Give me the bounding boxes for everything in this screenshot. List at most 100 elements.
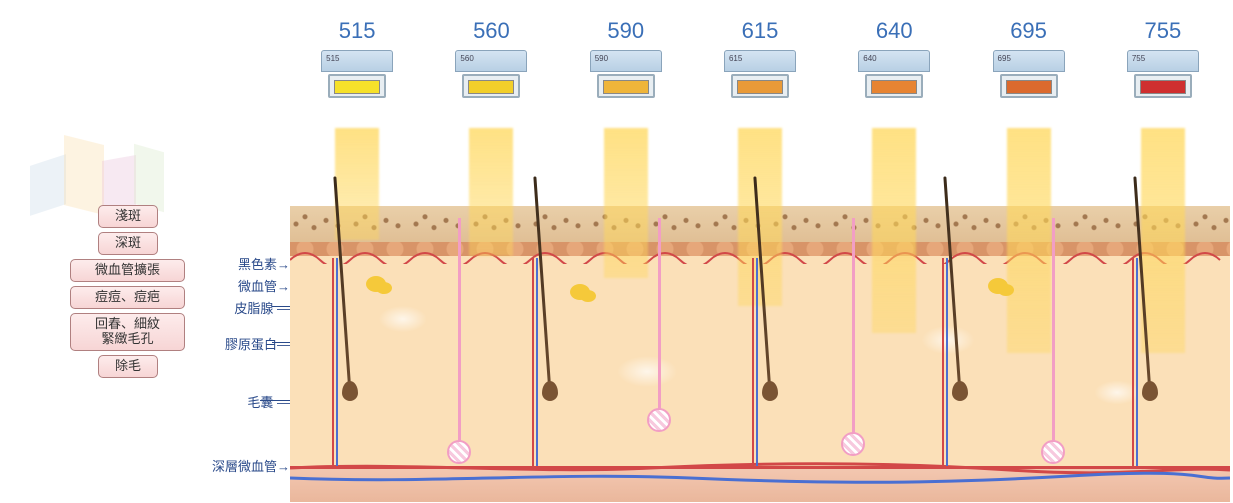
device-top (455, 50, 527, 72)
arrow-icon: → (277, 279, 290, 294)
artery (942, 258, 944, 466)
device-top (1127, 50, 1199, 72)
label-follicle: 毛囊 — (247, 392, 290, 411)
wavelength-filter-560: 560 (424, 18, 558, 128)
filter-device-icon (855, 50, 933, 98)
device-top (590, 50, 662, 72)
light-beam-755 (1141, 128, 1185, 353)
filter-device-icon (452, 50, 530, 98)
pink-follicle-bulb (647, 408, 671, 432)
vein (536, 258, 538, 466)
artery (1132, 258, 1134, 466)
deep-vessels (290, 460, 1230, 486)
arrow-icon: → (277, 257, 290, 272)
legend-item-rejuvenation: 回春、細紋 緊緻毛孔 (70, 313, 185, 351)
light-beam-695 (1007, 128, 1051, 353)
wavelength-label: 615 (742, 18, 779, 44)
filter-device-icon (1124, 50, 1202, 98)
filter-chip (737, 80, 783, 94)
light-beam-515 (335, 128, 379, 240)
wavelength-filter-590: 590 (559, 18, 693, 128)
wavelength-filters-row: 515 560 590 615 640 695 755 (290, 18, 1230, 128)
wavelength-label: 640 (876, 18, 913, 44)
sebaceous-gland (570, 284, 590, 300)
pink-follicle-stem (1052, 218, 1055, 448)
vein (946, 258, 948, 466)
pink-follicle-bulb (447, 440, 471, 464)
follicle-vessels (332, 258, 338, 466)
sebaceous-gland (366, 276, 386, 292)
label-text: 微血管 (238, 279, 277, 294)
light-beam-640 (872, 128, 916, 333)
label-text: 皮脂腺 (234, 301, 273, 316)
wavelength-label: 695 (1010, 18, 1047, 44)
hair-bulb (342, 381, 358, 401)
device-bottom (597, 74, 655, 98)
skin-diagram: 515 560 590 615 640 695 755 (290, 0, 1230, 503)
pink-follicle-stem (658, 218, 661, 416)
label-text: 黑色素 (238, 257, 277, 272)
wavelength-label: 590 (607, 18, 644, 44)
device-bottom (1134, 74, 1192, 98)
filter-device-icon (318, 50, 396, 98)
decor-shape (30, 154, 66, 216)
label-melanin: 黑色素→ (238, 254, 290, 273)
light-beam-590 (604, 128, 648, 278)
wavelength-filter-615: 615 (693, 18, 827, 128)
decor-shape (134, 144, 164, 213)
wavelength-label: 560 (473, 18, 510, 44)
light-beam-560 (469, 128, 513, 256)
follicle-vessels (532, 258, 538, 466)
device-bottom (731, 74, 789, 98)
artery (752, 258, 754, 466)
filter-device-icon (721, 50, 799, 98)
legend-item-light-spots: 淺斑 (98, 205, 158, 228)
pink-follicle-stem (852, 218, 855, 440)
filter-chip (603, 80, 649, 94)
label-collagen: 膠原蛋白— (225, 334, 290, 353)
decor-shape (64, 135, 104, 215)
filter-chip (1140, 80, 1186, 94)
pink-follicle-bulb (1041, 440, 1065, 464)
label-text: 毛囊 (247, 395, 273, 410)
hair-bulb (542, 381, 558, 401)
legend-item-telangiectasia: 微血管擴張 (70, 259, 185, 282)
legend-item-acne: 痘痘、痘疤 (70, 286, 185, 309)
skin-cross-section (290, 128, 1230, 503)
label-sebaceous: 皮脂腺 — (234, 298, 290, 317)
filter-chip (871, 80, 917, 94)
device-bottom (865, 74, 923, 98)
label-deep-vessel: 深層微血管→ (212, 456, 290, 475)
wavelength-filter-695: 695 (961, 18, 1095, 128)
filter-device-icon (990, 50, 1068, 98)
filter-chip (334, 80, 380, 94)
filter-chip (1006, 80, 1052, 94)
hair-bulb (952, 381, 968, 401)
follicle-vessels (752, 258, 758, 466)
device-top (858, 50, 930, 72)
wavelength-filter-755: 755 (1096, 18, 1230, 128)
artery (332, 258, 334, 466)
device-bottom (462, 74, 520, 98)
vein (756, 258, 758, 466)
filter-device-icon (587, 50, 665, 98)
filter-chip (468, 80, 514, 94)
pink-follicle-stem (458, 218, 461, 448)
follicle-vessels (942, 258, 948, 466)
wavelength-filter-640: 640 (827, 18, 961, 128)
wavelength-filter-515: 515 (290, 18, 424, 128)
arrow-icon: → (277, 459, 290, 474)
label-text: 膠原蛋白 (225, 337, 277, 352)
vein (336, 258, 338, 466)
wavelength-label: 515 (339, 18, 376, 44)
label-capillary: 微血管→ (238, 276, 290, 295)
legend-item-deep-spots: 深斑 (98, 232, 158, 255)
sebaceous-gland (988, 278, 1008, 294)
device-top (993, 50, 1065, 72)
device-top (724, 50, 796, 72)
vein (1136, 258, 1138, 466)
pink-follicle-bulb (841, 432, 865, 456)
treatment-legend: 淺斑 深斑 微血管擴張 痘痘、痘疤 回春、細紋 緊緻毛孔 除毛 (70, 205, 185, 382)
follicle-vessels (1132, 258, 1138, 466)
device-bottom (328, 74, 386, 98)
